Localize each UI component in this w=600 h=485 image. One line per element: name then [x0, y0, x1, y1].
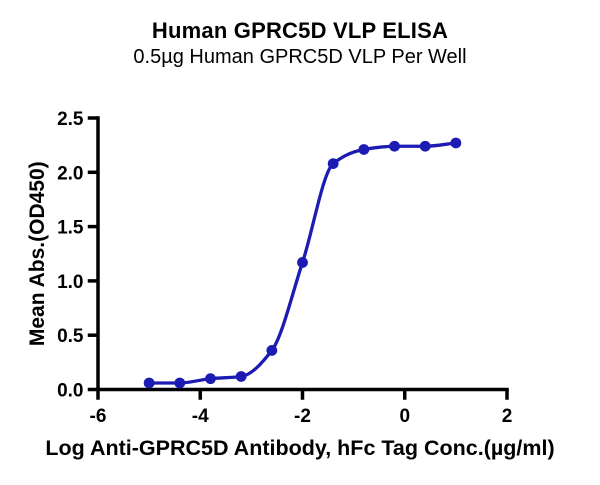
data-point	[266, 345, 278, 356]
y-tick-label: 0.0	[57, 381, 83, 402]
y-tick-label: 0.5	[57, 326, 84, 347]
y-tick-label: 1.5	[57, 218, 84, 239]
data-point	[297, 257, 308, 268]
chart-title: Human GPRC5D VLP ELISA	[151, 18, 449, 43]
data-point	[327, 158, 339, 170]
x-tick-label: 0	[399, 406, 410, 427]
x-tick-label: -2	[294, 406, 311, 427]
y-tick-label: 2.0	[57, 163, 83, 184]
data-point	[235, 371, 247, 382]
data-point	[450, 137, 462, 149]
data-point	[143, 377, 155, 389]
y-axis-title: Mean Abs.(OD450)	[26, 161, 49, 346]
y-tick-label: 2.5	[57, 109, 84, 130]
data-point	[174, 377, 186, 389]
x-tick-label: -4	[192, 406, 209, 427]
chart-subtitle: 0.5µg Human GPRC5D VLP Per Well	[133, 46, 467, 68]
data-point	[389, 140, 400, 152]
x-axis-title: Log Anti-GPRC5D Antibody, hFc Tag Conc.(…	[45, 436, 555, 460]
data-point	[205, 373, 216, 385]
data-point	[419, 140, 431, 152]
y-tick-label: 1.0	[57, 272, 83, 293]
data-point	[358, 144, 370, 155]
x-tick-label: 2	[502, 406, 513, 427]
x-tick-label: -6	[90, 406, 107, 427]
